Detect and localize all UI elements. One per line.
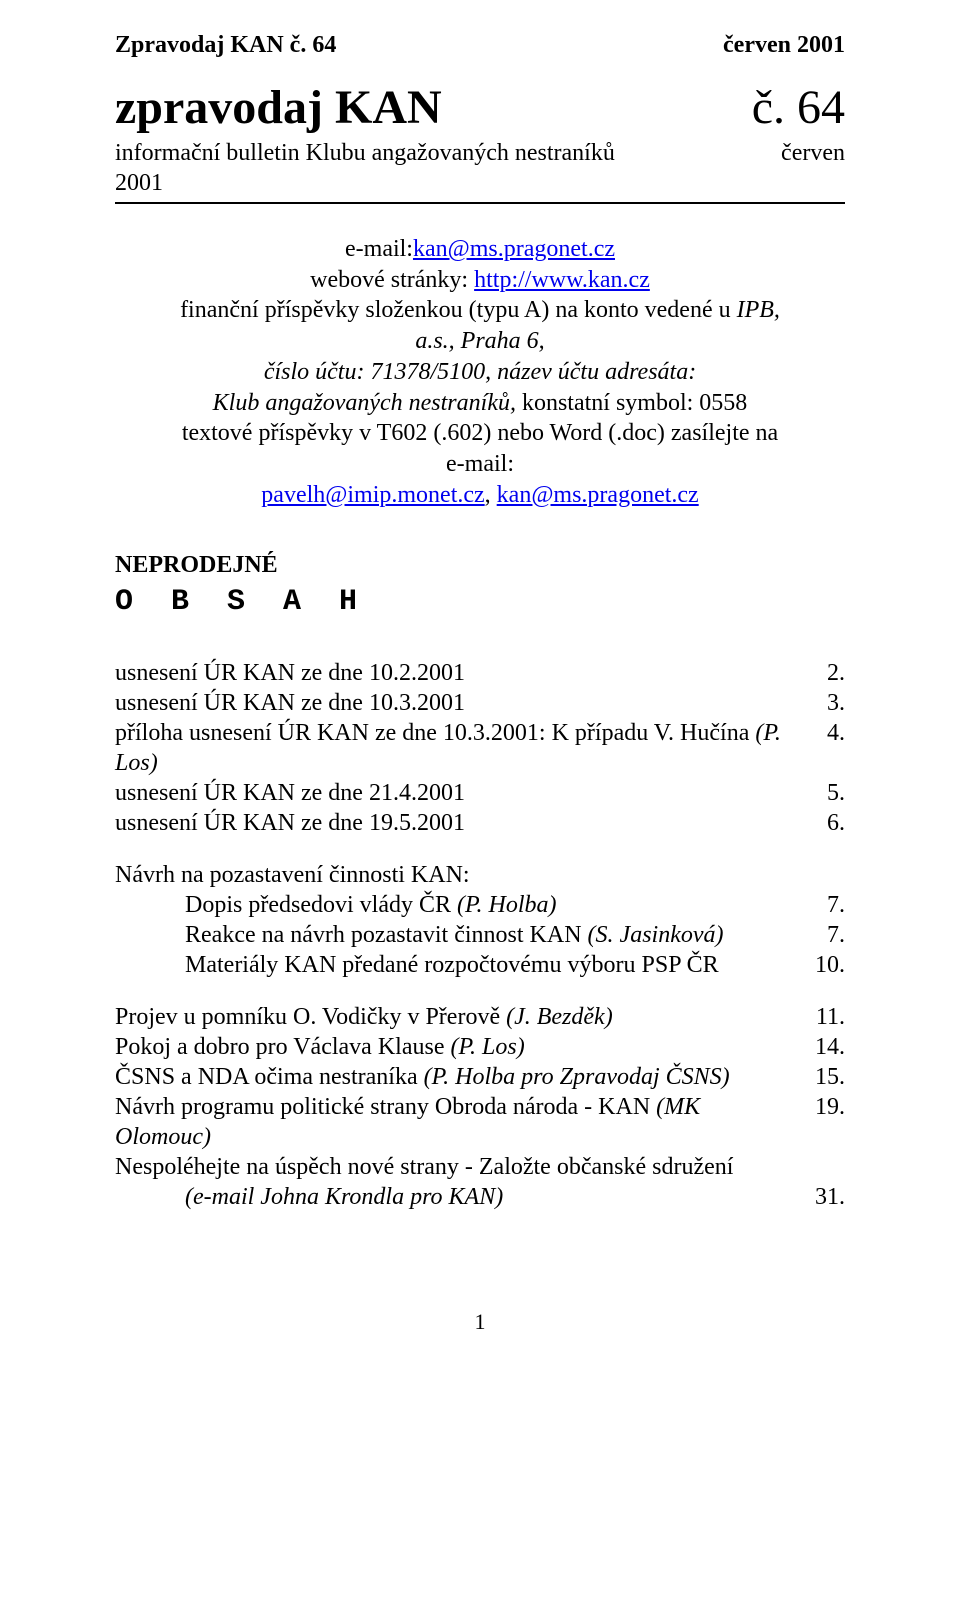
title-year: 2001 [115, 168, 845, 198]
toc-label-italic: (P. Los) [450, 1034, 524, 1060]
toc-row: Pokoj a dobro pro Václava Klause (P. Los… [115, 1032, 845, 1062]
toc-row: usnesení ÚR KAN ze dne 21.4.2001 5. [115, 778, 845, 808]
toc-label-pre: Projev u pomníku O. Vodičky v Přerově [115, 1004, 506, 1030]
page-number: 1 [115, 1308, 845, 1336]
contrib-email-1[interactable]: pavelh@imip.monet.cz [261, 482, 484, 508]
web-prefix: webové stránky: [310, 267, 474, 293]
contrib-email-2[interactable]: kan@ms.pragonet.cz [497, 482, 699, 508]
fin-line-1: finanční příspěvky složenkou (typu A) na… [170, 295, 790, 356]
subtitle-line: informační bulletin Klubu angažovaných n… [115, 138, 845, 168]
toc-label-pre: ČSNS a NDA očima nestraníka [115, 1064, 424, 1090]
contact-block: e-mail:kan@ms.pragonet.cz webové stránky… [170, 234, 790, 510]
toc-page: 7. [813, 890, 845, 920]
toc-row: usnesení ÚR KAN ze dne 10.2.2001 2. [115, 658, 845, 688]
obsah-heading: O B S A H [115, 584, 845, 622]
contrib-sep: , [485, 482, 497, 508]
fin-line-3b: konstatní symbol: 0558 [516, 390, 747, 416]
issue-number: č. 64 [752, 78, 845, 138]
email-link[interactable]: kan@ms.pragonet.cz [413, 236, 615, 262]
toc-row: usnesení ÚR KAN ze dne 10.3.2001 3. [115, 688, 845, 718]
toc-label: Návrh programu politické strany Obroda n… [115, 1092, 801, 1152]
toc-label: Projev u pomníku O. Vodičky v Přerově (J… [115, 1002, 802, 1032]
toc-page: 19. [801, 1092, 845, 1122]
toc-row: usnesení ÚR KAN ze dne 19.5.2001 6. [115, 808, 845, 838]
toc-label-pre: příloha usnesení ÚR KAN ze dne 10.3.2001… [115, 720, 755, 746]
toc-page: 10. [801, 950, 845, 980]
fin-line-1a: finanční příspěvky složenkou (typu A) na… [180, 297, 737, 323]
email-prefix: e-mail: [345, 236, 413, 262]
toc-row: Projev u pomníku O. Vodičky v Přerově (J… [115, 1002, 845, 1032]
toc-label: usnesení ÚR KAN ze dne 10.2.2001 [115, 658, 813, 688]
header-left: Zpravodaj KAN č. 64 [115, 30, 336, 60]
toc-label: usnesení ÚR KAN ze dne 10.3.2001 [115, 688, 813, 718]
toc-label: Pokoj a dobro pro Václava Klause (P. Los… [115, 1032, 801, 1062]
toc-section-title: Návrh na pozastavení činnosti KAN: [115, 860, 845, 890]
toc-label: Reakce na návrh pozastavit činnost KAN (… [185, 920, 813, 950]
toc-label: Dopis předsedovi vlády ČR (P. Holba) [185, 890, 813, 920]
toc-row: Návrh programu politické strany Obroda n… [115, 1092, 845, 1152]
toc: usnesení ÚR KAN ze dne 10.2.2001 2. usne… [115, 658, 845, 1212]
title-line: zpravodaj KAN č. 64 [115, 78, 845, 138]
contact-email-line: e-mail:kan@ms.pragonet.cz [170, 234, 790, 265]
toc-row: příloha usnesení ÚR KAN ze dne 10.3.2001… [115, 718, 845, 778]
toc-page: 14. [801, 1032, 845, 1062]
toc-label-italic: (P. Holba) [457, 892, 557, 918]
text-contrib-line: textové příspěvky v T602 (.602) nebo Wor… [170, 418, 790, 479]
toc-row: Reakce na návrh pozastavit činnost KAN (… [115, 920, 845, 950]
toc-label: Materiály KAN předané rozpočtovému výbor… [185, 950, 801, 980]
toc-page: 7. [813, 920, 845, 950]
toc-page: 3. [813, 688, 845, 718]
toc-label: ČSNS a NDA očima nestraníka (P. Holba pr… [115, 1062, 801, 1092]
toc-tail-line1: Nespoléhejte na úspěch nové strany - Zal… [115, 1152, 845, 1182]
toc-tail-line2: (e-mail Johna Krondla pro KAN) [185, 1182, 801, 1212]
subtitle-left: informační bulletin Klubu angažovaných n… [115, 138, 615, 168]
contact-web-line: webové stránky: http://www.kan.cz [170, 265, 790, 296]
toc-page: 2. [813, 658, 845, 688]
bulletin-title: zpravodaj KAN [115, 78, 442, 138]
web-link[interactable]: http://www.kan.cz [474, 267, 650, 293]
toc-label-pre: Pokoj a dobro pro Václava Klause [115, 1034, 450, 1060]
toc-page: 5. [813, 778, 845, 808]
toc-page: 4. [813, 718, 845, 748]
header-right: červen 2001 [723, 30, 845, 60]
fin-line-3a: Klub angažovaných nestraníků, [213, 390, 516, 416]
toc-page: 11. [802, 1002, 845, 1032]
toc-label: usnesení ÚR KAN ze dne 19.5.2001 [115, 808, 813, 838]
toc-label-italic: (S. Jasinková) [588, 922, 724, 948]
title-block: zpravodaj KAN č. 64 informační bulletin … [115, 78, 845, 204]
toc-row: (e-mail Johna Krondla pro KAN) 31. [115, 1182, 845, 1212]
toc-label: příloha usnesení ÚR KAN ze dne 10.3.2001… [115, 718, 813, 778]
neprodejne: NEPRODEJNÉ [115, 550, 845, 580]
toc-label-pre: Reakce na návrh pozastavit činnost KAN [185, 922, 588, 948]
fin-line-3: Klub angažovaných nestraníků, konstatní … [170, 388, 790, 419]
toc-page: 31. [801, 1182, 845, 1212]
toc-row: ČSNS a NDA očima nestraníka (P. Holba pr… [115, 1062, 845, 1092]
toc-row: Dopis předsedovi vlády ČR (P. Holba) 7. [115, 890, 845, 920]
toc-page: 6. [813, 808, 845, 838]
toc-label-italic: (J. Bezděk) [506, 1004, 613, 1030]
contrib-emails: pavelh@imip.monet.cz, kan@ms.pragonet.cz [170, 480, 790, 511]
toc-label-italic: (P. Holba pro Zpravodaj ČSNS) [424, 1064, 730, 1090]
toc-row: Materiály KAN předané rozpočtovému výbor… [115, 950, 845, 980]
toc-label: usnesení ÚR KAN ze dne 21.4.2001 [115, 778, 813, 808]
running-header: Zpravodaj KAN č. 64 červen 2001 [115, 30, 845, 60]
fin-line-2: číslo účtu: 71378/5100, název účtu adres… [170, 357, 790, 388]
toc-label-pre: Dopis předsedovi vlády ČR [185, 892, 457, 918]
subtitle-right: červen [781, 138, 845, 168]
toc-page: 15. [801, 1062, 845, 1092]
toc-label-pre: Návrh programu politické strany Obroda n… [115, 1094, 656, 1120]
